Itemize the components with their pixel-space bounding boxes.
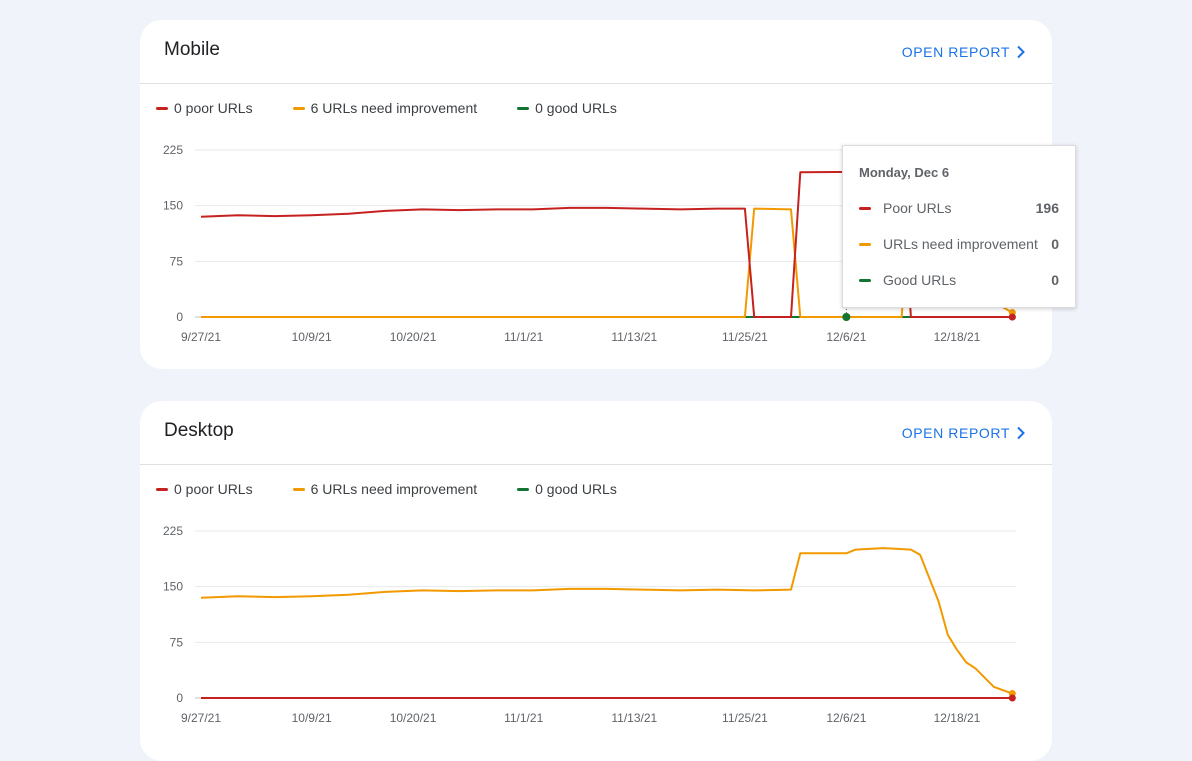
- x-tick-label: 10/9/21: [292, 330, 332, 344]
- desktop-open-report-link[interactable]: OPEN REPORT: [902, 425, 1026, 441]
- legend-improve-label: 6 URLs need improvement: [310, 481, 478, 497]
- mobile-card: Mobile OPEN REPORT 0 poor URLs 6 URLs ne…: [140, 20, 1076, 369]
- desktop-card-header: Desktop OPEN REPORT: [140, 401, 1052, 465]
- poor-series-line: [200, 170, 1013, 318]
- legend-improve-label: 6 URLs need improvement: [310, 100, 478, 116]
- legend-poor-urls[interactable]: 0 poor URLs: [156, 481, 253, 497]
- x-tick-label: 11/13/21: [611, 330, 657, 344]
- x-tick-label: 12/6/21: [826, 330, 866, 344]
- x-tick-label: 10/20/21: [390, 711, 437, 725]
- y-tick-label: 225: [163, 524, 183, 538]
- desktop-line-chart[interactable]: 0 75 150 225 9/27/21 10/9/21 10/20/21 11/1/21 11…: [140, 401, 1052, 761]
- open-report-label: OPEN REPORT: [901, 425, 1010, 441]
- x-tick-label: 12/6/21: [826, 711, 866, 725]
- legend-poor-urls[interactable]: 0 poor URLs: [156, 100, 253, 116]
- x-tick-label: 11/1/21: [504, 711, 543, 725]
- tooltip-label: Good URLs: [883, 272, 957, 288]
- mobile-line-chart[interactable]: 0 75 150 225 9/27/21 10/9/21 10/20/21 11/1/21 11…: [140, 20, 1052, 369]
- poor-end-point: [1008, 313, 1016, 321]
- legend-improve-urls[interactable]: 6 URLs need improvement: [292, 481, 478, 497]
- x-tick-label: 11/13/21: [611, 711, 657, 725]
- legend-poor-label: 0 poor URLs: [174, 100, 253, 116]
- y-tick-label: 225: [163, 143, 183, 157]
- x-tick-label: 11/25/21: [722, 711, 768, 725]
- x-tick-label: 11/25/21: [722, 330, 768, 344]
- y-tick-label: 75: [170, 635, 184, 649]
- tooltip-value: 196: [1035, 200, 1059, 216]
- mobile-legend: 0 poor URLs 6 URLs need improvement 0 go…: [156, 100, 657, 116]
- desktop-title: Desktop: [164, 420, 234, 441]
- desktop-legend: 0 poor URLs 6 URLs need improvement 0 go…: [156, 481, 657, 497]
- x-tick-label: 11/1/21: [504, 330, 543, 344]
- chevron-right-icon: [1017, 426, 1025, 440]
- legend-good-urls[interactable]: 0 good URLs: [517, 100, 617, 116]
- tooltip-value: 0: [1051, 272, 1059, 288]
- improve-series-line: [200, 547, 1013, 695]
- legend-good-urls[interactable]: 0 good URLs: [517, 481, 617, 497]
- improve-swatch: [292, 487, 305, 491]
- open-report-label: OPEN REPORT: [901, 44, 1010, 60]
- tooltip-row-improve: URLs need improvement 0: [859, 236, 1059, 252]
- tooltip-date: Monday, Dec 6: [859, 165, 950, 180]
- y-tick-label: 0: [176, 691, 183, 705]
- desktop-card: Desktop OPEN REPORT 0 poor URLs 6 URLs n…: [140, 401, 1052, 761]
- x-tick-label: 12/18/21: [934, 330, 981, 344]
- y-tick-label: 0: [176, 310, 183, 324]
- mobile-open-report-link[interactable]: OPEN REPORT: [902, 44, 1026, 60]
- mobile-title: Mobile: [164, 39, 220, 60]
- tooltip-value: 0: [1051, 236, 1059, 252]
- y-tick-label: 75: [170, 254, 184, 268]
- x-tick-label: 9/27/21: [181, 330, 221, 344]
- x-tick-label: 12/18/21: [934, 711, 981, 725]
- gridlines: 0 75 150 225 9/27/21 10/9/21 10/20/21 11/1/21 11…: [163, 524, 1016, 725]
- x-tick-label: 10/20/21: [390, 330, 437, 344]
- mobile-card-header: Mobile OPEN REPORT: [140, 20, 1052, 84]
- poor-swatch: [156, 487, 168, 491]
- poor-swatch: [859, 206, 871, 210]
- x-tick-label: 10/9/21: [292, 711, 332, 725]
- good-swatch: [517, 487, 530, 491]
- tooltip-label: URLs need improvement: [883, 236, 1038, 252]
- improve-swatch: [859, 242, 871, 246]
- tooltip-row-poor: Poor URLs 196: [859, 200, 1059, 216]
- poor-end-point: [1008, 694, 1016, 702]
- tooltip-label: Poor URLs: [883, 200, 952, 216]
- y-tick-label: 150: [163, 580, 183, 594]
- tooltip-row-good: Good URLs 0: [859, 272, 1059, 288]
- improve-swatch: [292, 106, 305, 110]
- legend-good-label: 0 good URLs: [535, 100, 617, 116]
- good-swatch: [859, 278, 871, 282]
- legend-poor-label: 0 poor URLs: [174, 481, 253, 497]
- good-hover-point: [842, 313, 851, 321]
- x-tick-label: 9/27/21: [181, 711, 221, 725]
- chart-tooltip: Monday, Dec 6 Poor URLs 196 URLs need im…: [842, 145, 1076, 308]
- good-swatch: [517, 106, 530, 110]
- poor-swatch: [156, 106, 168, 110]
- legend-improve-urls[interactable]: 6 URLs need improvement: [292, 100, 478, 116]
- y-tick-label: 150: [163, 199, 183, 213]
- chevron-right-icon: [1017, 45, 1025, 59]
- legend-good-label: 0 good URLs: [535, 481, 617, 497]
